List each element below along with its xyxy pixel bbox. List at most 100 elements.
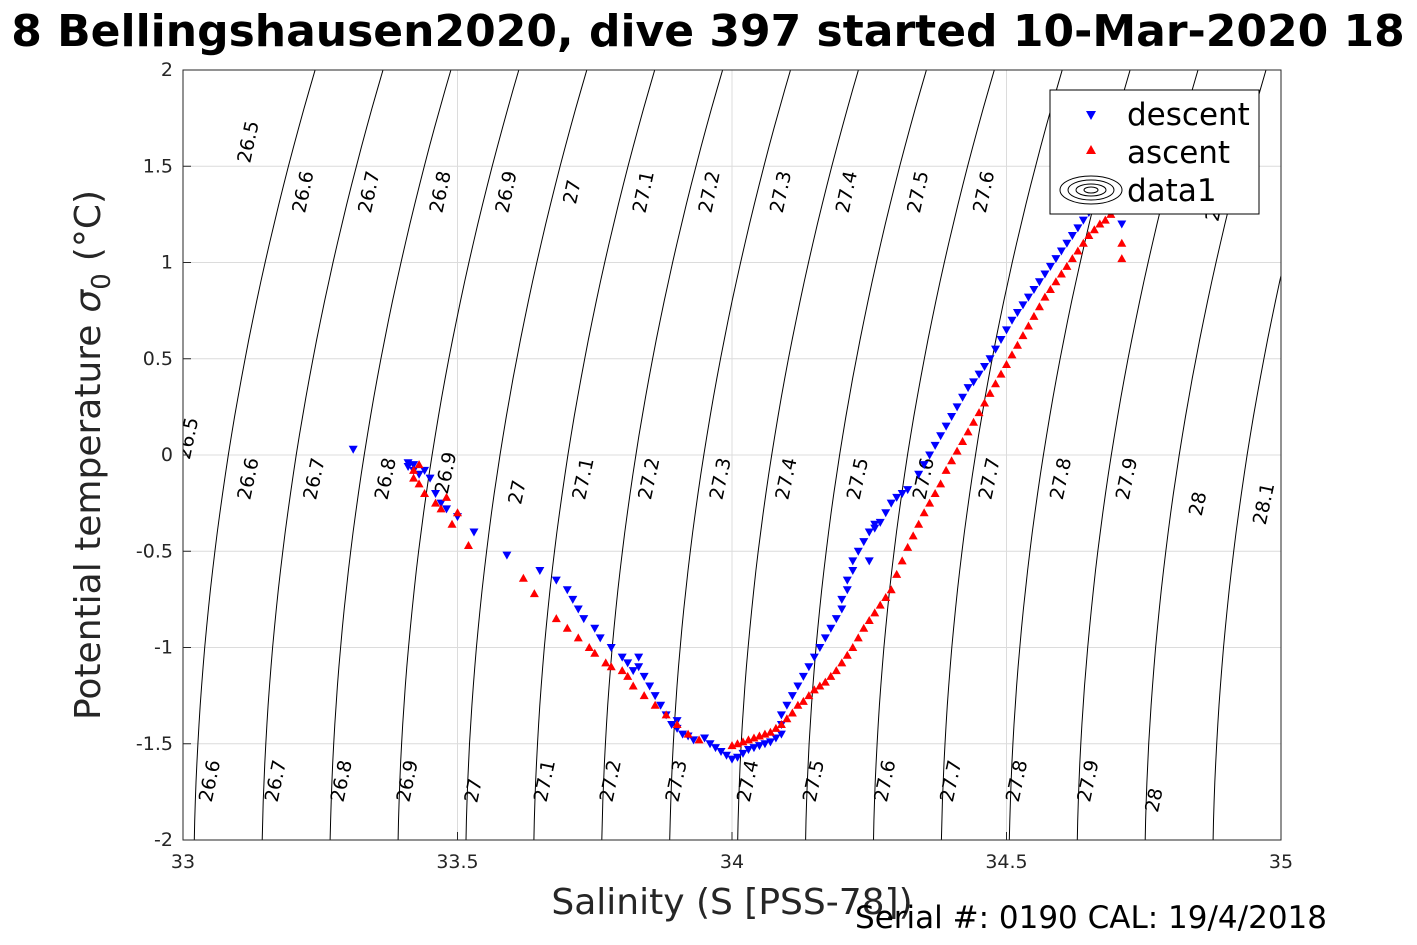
descent-point <box>1117 220 1127 229</box>
ascent-point <box>804 691 814 700</box>
descent-point <box>1040 270 1050 279</box>
ascent-point <box>1051 277 1061 286</box>
sigma-contour-line <box>533 70 656 840</box>
descent-point <box>348 445 358 454</box>
legend-data1-label: data1 <box>1127 173 1217 209</box>
descent-point <box>722 751 732 760</box>
x-tick-label: 34 <box>720 851 744 873</box>
ascent-point <box>447 519 457 528</box>
ascent-point <box>1117 238 1127 247</box>
descent-point <box>947 413 957 421</box>
ascent-point <box>628 681 638 690</box>
descent-point <box>886 499 896 508</box>
ascent-point <box>782 714 792 723</box>
ascent-point <box>573 633 583 642</box>
ascent-point <box>996 369 1006 378</box>
y-axis-label: Potential temperature σ0 (°C) <box>68 190 117 720</box>
ascent-point <box>1056 269 1066 278</box>
y-tick-label: -1 <box>154 637 173 659</box>
ascent-point <box>584 643 594 651</box>
ascent-point <box>442 492 452 501</box>
legend-ascent-label: ascent <box>1127 135 1230 171</box>
y-tick-label: 0.5 <box>143 348 173 370</box>
density-contours <box>193 70 1281 840</box>
descent-point <box>853 547 863 556</box>
descent-point <box>634 653 644 662</box>
sigma-contour-line <box>805 70 927 840</box>
descent-point <box>1018 301 1028 310</box>
descent-point <box>870 520 880 529</box>
ascent-point <box>414 460 424 469</box>
descent-point <box>842 576 852 585</box>
ascent-point <box>820 677 830 686</box>
descent-point <box>639 672 649 681</box>
ascent-point <box>529 589 539 598</box>
legend-descent-label: descent <box>1127 97 1250 133</box>
ascent-point <box>623 671 633 680</box>
ascent-point <box>842 650 852 659</box>
sigma-contour-line <box>873 70 995 840</box>
descent-point <box>732 753 742 762</box>
descent-point <box>562 586 572 595</box>
y-tick-label: -2 <box>154 829 173 851</box>
ascent-point <box>908 531 918 540</box>
contour-label: 27 <box>559 178 586 206</box>
descent-point <box>848 567 858 575</box>
descent-point <box>705 740 715 749</box>
ascent-point <box>1073 246 1083 255</box>
legend-data1-contour-icon <box>1059 175 1123 205</box>
descent-point <box>952 403 962 412</box>
descent-point <box>798 672 808 681</box>
descent-point <box>765 738 775 747</box>
sigma-contour-line <box>329 70 452 840</box>
descent-point <box>837 595 847 604</box>
ascent-point <box>1012 340 1022 349</box>
descent-point <box>787 692 797 701</box>
descent-point <box>875 518 885 527</box>
ascent-point <box>809 685 819 694</box>
descent-point <box>469 528 479 537</box>
descent-point <box>980 362 990 371</box>
ascent-point <box>409 473 419 482</box>
ascent-point <box>881 592 891 601</box>
ascent-point <box>617 666 627 675</box>
ascent-point <box>787 708 797 717</box>
legend-descent-marker <box>1086 111 1096 120</box>
ascent-point <box>914 519 924 528</box>
y-tick-label: 1 <box>161 252 173 274</box>
ascent-point <box>562 623 572 632</box>
ascent-point <box>798 696 808 705</box>
ascent-point <box>431 498 441 507</box>
ascent-point <box>886 585 896 594</box>
descent-point <box>941 422 951 431</box>
descent-point <box>738 749 748 758</box>
descent-point <box>903 486 913 495</box>
sigma-contour-line <box>193 70 316 840</box>
sigma-contour-line <box>601 70 724 840</box>
descent-point <box>925 451 935 460</box>
descent-point <box>431 490 441 498</box>
descent-point <box>996 336 1006 344</box>
legend-ascent-marker <box>1086 145 1096 154</box>
descent-point <box>991 345 1001 354</box>
descent-point <box>420 466 430 475</box>
descent-point <box>617 653 627 662</box>
descent-point <box>1034 278 1044 287</box>
descent-point <box>1023 293 1033 302</box>
ascent-point <box>1062 261 1072 270</box>
ascent-point <box>853 633 863 642</box>
descent-point <box>1073 224 1083 233</box>
y-axis-label-subscript: 0 <box>87 273 117 290</box>
ascent-point <box>1002 360 1011 369</box>
sigma-contour-line <box>397 70 520 840</box>
descent-point <box>864 557 874 566</box>
ascent-point <box>1095 219 1105 228</box>
x-axis-ticks: 33 33.5 34 34.5 35 <box>171 832 1293 873</box>
descent-point <box>804 663 814 672</box>
descent-point <box>1062 239 1072 248</box>
y-axis-label-unit: (°C) <box>68 190 109 261</box>
descent-point <box>881 509 891 518</box>
descent-point <box>842 586 852 595</box>
ascent-point <box>639 691 649 700</box>
